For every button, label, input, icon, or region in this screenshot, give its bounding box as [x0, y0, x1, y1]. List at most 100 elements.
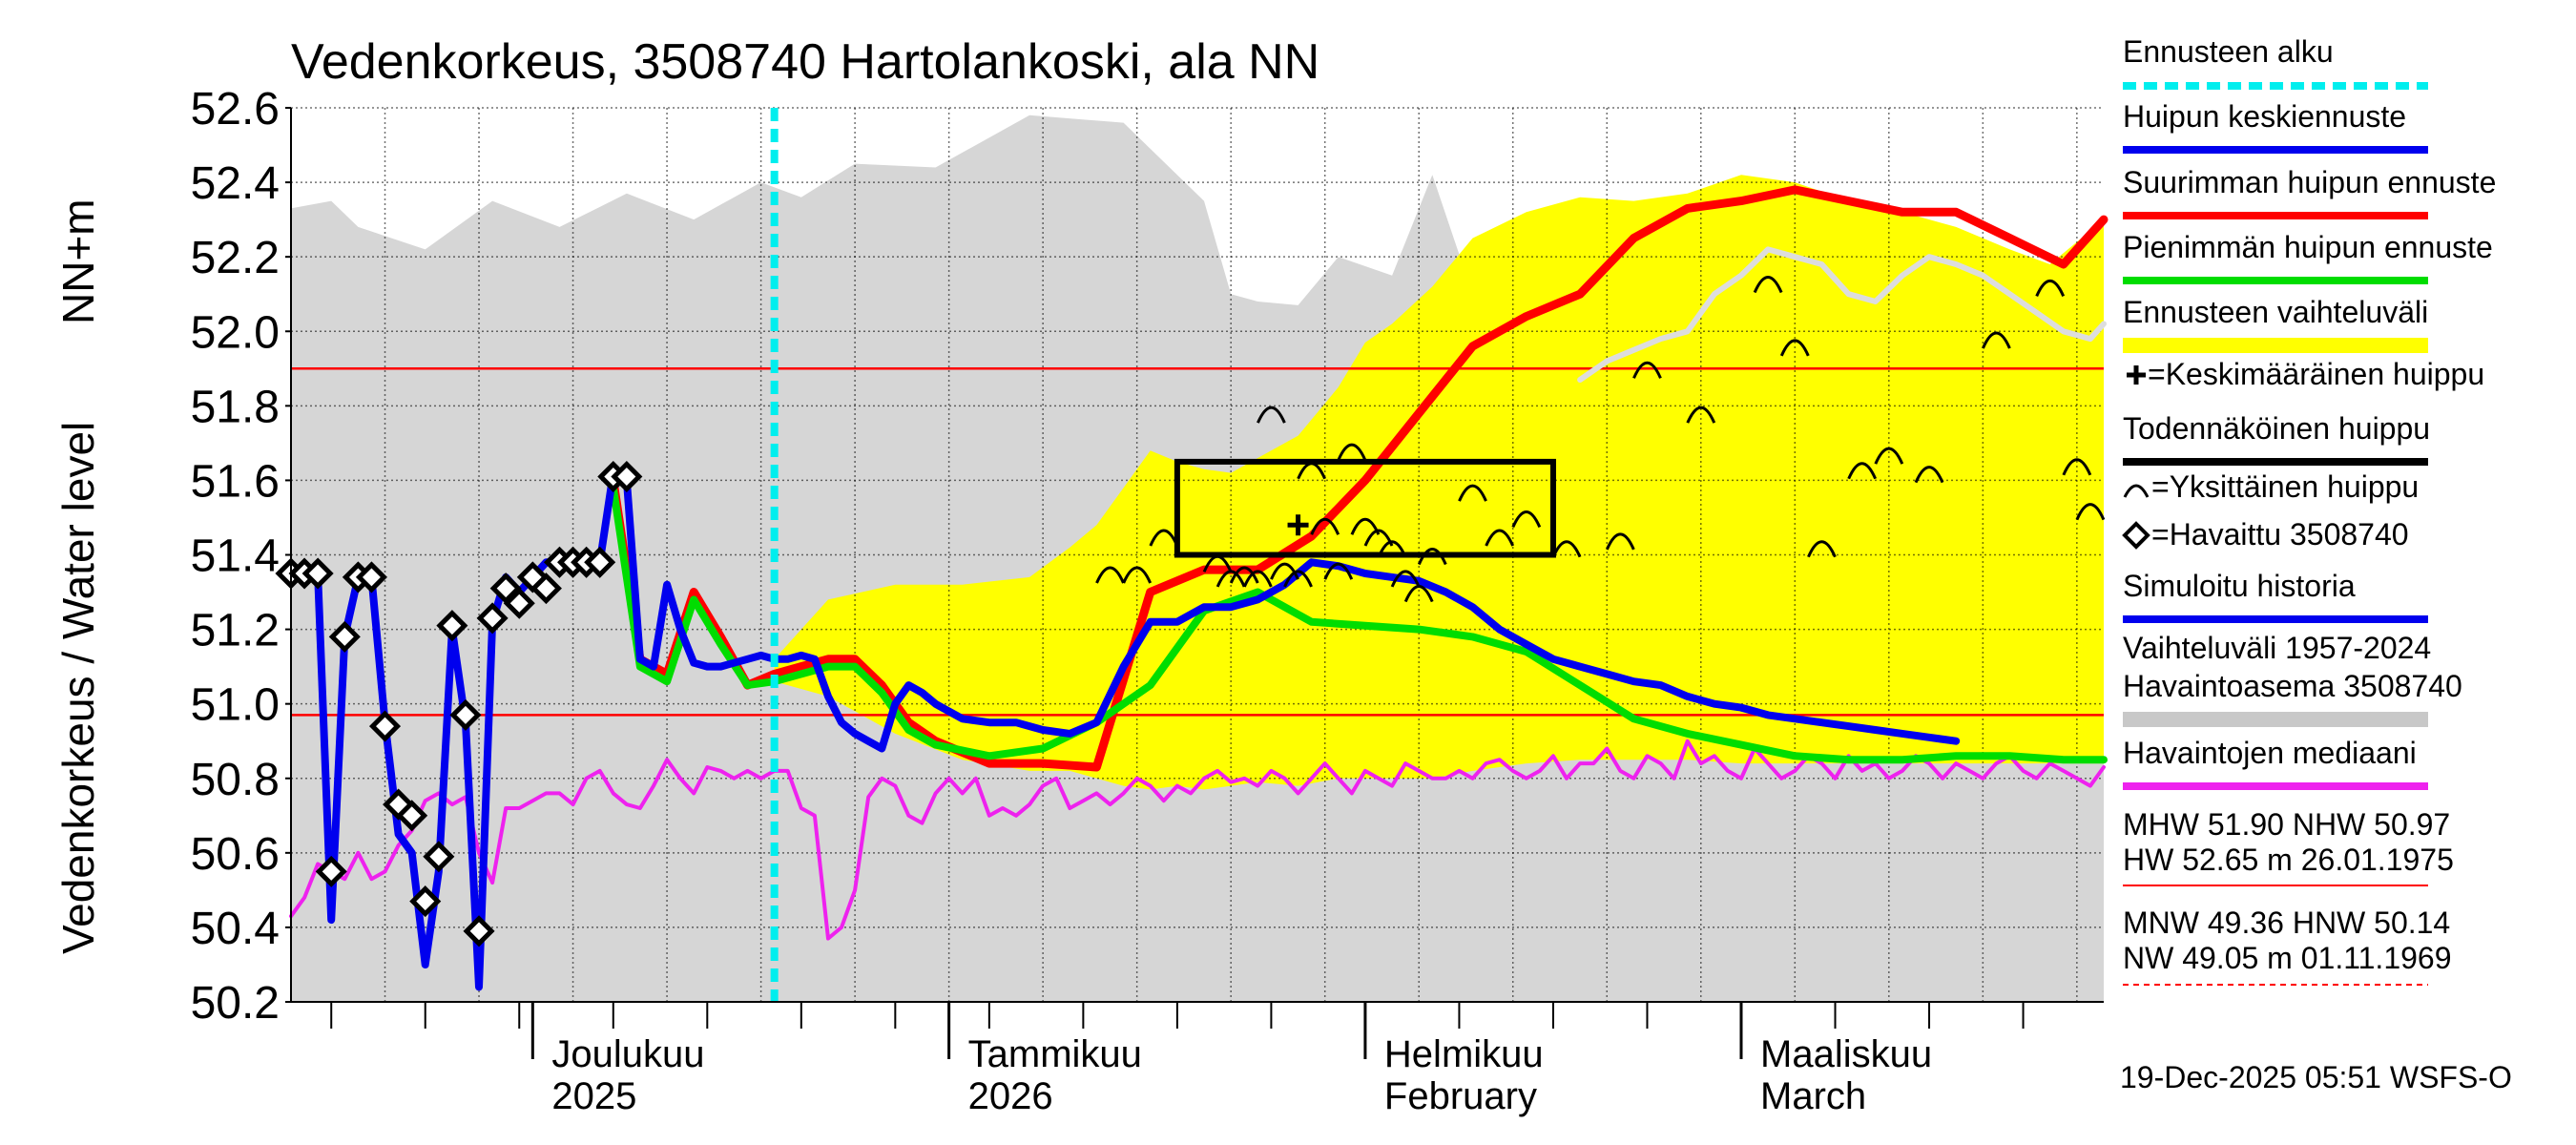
- single-peak-marker: [1807, 540, 1837, 558]
- observed-point: [315, 855, 347, 887]
- y-tick-label: 52.0: [191, 307, 280, 358]
- y-tick-label: 50.6: [191, 829, 280, 880]
- single-peak-marker: [1847, 462, 1878, 480]
- single-peak-marker: [2075, 503, 2106, 521]
- month-label: Helmikuu: [1384, 1033, 1544, 1075]
- single-peak-marker: [1283, 570, 1313, 588]
- y-tick-label: 51.8: [191, 382, 280, 432]
- y-tick-label: 50.2: [191, 978, 280, 1029]
- y-tick-label: 52.6: [191, 84, 280, 135]
- legend-observed-symbol: [2122, 521, 2150, 550]
- single-peak-marker: [1202, 554, 1233, 572]
- observed-point: [409, 885, 442, 918]
- observed-point: [436, 610, 468, 642]
- single-peak-marker: [2035, 279, 2066, 298]
- y-tick-label: 51.0: [191, 680, 280, 731]
- y-tick-label: 51.4: [191, 531, 280, 582]
- observed-point: [489, 572, 522, 605]
- single-peak-marker: [1874, 447, 1904, 465]
- single-peak-marker: [1270, 562, 1299, 580]
- y-axis-unit: NN+m: [53, 198, 103, 324]
- single-peak-marker: [1215, 570, 1246, 588]
- legend-label: Todennäköinen huippu: [2123, 411, 2430, 446]
- observed-point: [611, 460, 643, 493]
- observed-point: [476, 602, 509, 635]
- month-label: Tammikuu: [968, 1033, 1142, 1075]
- single-peak-marker: [1511, 510, 1542, 529]
- single-peak-marker: [1779, 339, 1810, 357]
- single-peak-marker: [1417, 548, 1447, 566]
- legend-label: =Havaittu 3508740: [2151, 517, 2409, 552]
- observed-point: [463, 915, 495, 947]
- legend-label: Suurimman huipun ennuste: [2123, 165, 2496, 199]
- series-huipun-keskiennuste: [287, 468, 1961, 991]
- single-peak-marker: [1632, 361, 1662, 379]
- month-sublabel: February: [1384, 1075, 1537, 1117]
- stat-hw: HW 52.65 m 26.01.1975: [2123, 843, 2454, 877]
- single-peak-marker: [1242, 570, 1273, 588]
- legend-label: Pienimmän huipun ennuste: [2123, 230, 2493, 264]
- single-peak-marker: [1686, 406, 1716, 424]
- series-simuloitu-historia-tail: [1577, 246, 2107, 383]
- timestamp: 19-Dec-2025 05:51 WSFS-O: [2120, 1060, 2512, 1094]
- single-peak-marker: [1914, 466, 1944, 484]
- legend-label: Havaintojen mediaani: [2123, 736, 2417, 770]
- single-peak-marker: [1403, 585, 1434, 603]
- legend-label: Ennusteen vaihteluväli: [2123, 295, 2428, 329]
- legend-label: =Yksittäinen huippu: [2151, 469, 2419, 504]
- month-label: Joulukuu: [551, 1033, 704, 1075]
- legend-label: Ennusteen alku: [2123, 34, 2334, 69]
- observed-point: [449, 698, 482, 731]
- legend-label: Huipun keskiennuste: [2123, 99, 2406, 134]
- single-peak-marker: [1982, 331, 2011, 349]
- single-peak-marker: [1122, 566, 1153, 584]
- legend-label: Vaihteluväli 1957-2024: [2123, 631, 2431, 665]
- stat-mnw-hnw: MNW 49.36 HNW 50.14: [2123, 906, 2450, 940]
- single-peak-marker: [1310, 517, 1340, 535]
- legend-single-peak-symbol: [2123, 484, 2150, 498]
- legend-label: Simuloitu historia: [2123, 569, 2356, 603]
- legend-label: Havaintoasema 3508740: [2123, 669, 2462, 703]
- observed-point: [530, 572, 562, 605]
- chart-title: Vedenkorkeus, 3508740 Hartolankoski, ala…: [291, 34, 1319, 90]
- month-sublabel: 2026: [968, 1075, 1053, 1117]
- observed-point: [328, 620, 361, 653]
- series-havaintojen-mediaani: [289, 739, 2106, 941]
- y-tick-label: 51.2: [191, 606, 280, 656]
- single-peak-marker: [1390, 570, 1421, 588]
- observed-point: [584, 546, 616, 578]
- month-label: Maaliskuu: [1760, 1033, 1932, 1075]
- month-sublabel: 2025: [551, 1075, 636, 1117]
- single-peak-marker: [1297, 462, 1327, 480]
- forecast-range-band: [774, 175, 2105, 790]
- observed-point: [423, 841, 455, 873]
- single-peak-marker: [1323, 562, 1354, 580]
- observed-point: [396, 800, 428, 832]
- legend-mean-peak-symbol: [2127, 365, 2146, 385]
- single-peak-marker: [1753, 276, 1783, 294]
- single-peak-marker: [2062, 458, 2092, 476]
- observed-point: [355, 561, 387, 593]
- observed-point: [368, 710, 402, 742]
- observed-point: [503, 587, 535, 619]
- mean-peak-marker: [1287, 514, 1309, 536]
- single-peak-marker: [1095, 566, 1125, 584]
- single-peak-marker: [1458, 484, 1487, 502]
- y-tick-label: 52.2: [191, 233, 280, 283]
- y-tick-label: 50.4: [191, 904, 280, 954]
- legend-label: =Keskimääräinen huippu: [2148, 357, 2484, 391]
- single-peak-marker: [1605, 532, 1635, 551]
- stat-nw: NW 49.05 m 01.11.1969: [2123, 941, 2452, 975]
- y-axis-label: Vedenkorkeus / Water level: [53, 422, 103, 954]
- single-peak-marker: [1257, 406, 1286, 424]
- single-peak-marker: [1485, 529, 1515, 547]
- y-tick-label: 51.6: [191, 456, 280, 507]
- single-peak-marker: [1551, 540, 1582, 558]
- y-tick-label: 52.4: [191, 158, 280, 209]
- observed-point: [301, 557, 334, 590]
- y-tick-label: 50.8: [191, 755, 280, 805]
- single-peak-marker: [1337, 443, 1367, 461]
- legend: Ennusteen alku Huipun keskiennuste Suurimm…: [2122, 34, 2496, 986]
- month-sublabel: March: [1760, 1075, 1866, 1117]
